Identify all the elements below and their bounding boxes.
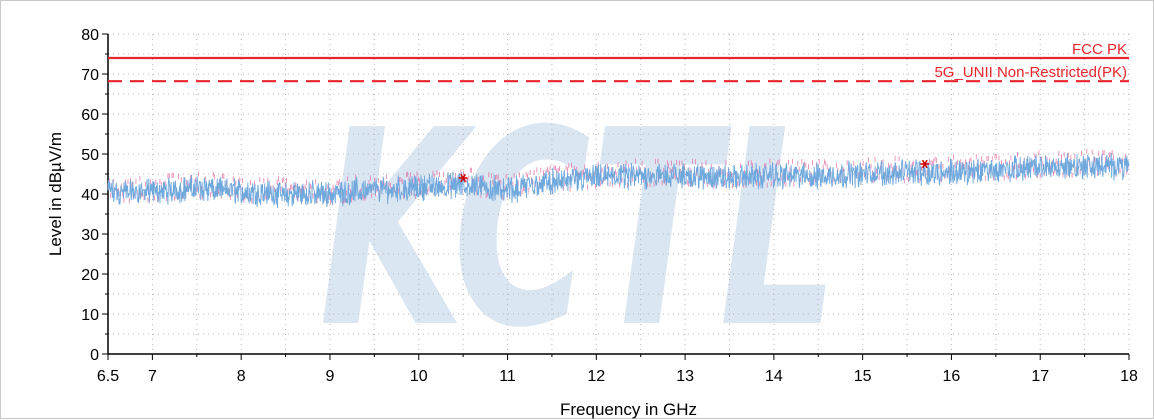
- y-tick-label: 20: [81, 267, 99, 284]
- x-tick-label: 13: [676, 368, 694, 385]
- x-tick-label: 14: [765, 368, 783, 385]
- x-tick-label: 10: [410, 368, 428, 385]
- series-trace: [107, 152, 1130, 208]
- x-tick-label: 15: [854, 368, 872, 385]
- x-tick-label: 9: [326, 368, 335, 385]
- y-tick-label: 50: [81, 147, 99, 164]
- peak-marker: [458, 173, 468, 183]
- x-tick-label: 6.5: [97, 368, 119, 385]
- x-tick-label: 12: [587, 368, 605, 385]
- x-tick-label: 11: [499, 368, 516, 385]
- y-tick-label: 80: [81, 27, 99, 44]
- y-tick-label: 60: [81, 107, 99, 124]
- y-tick-label: 0: [90, 347, 99, 364]
- x-tick-label: 8: [237, 368, 246, 385]
- y-tick-label: 40: [81, 187, 99, 204]
- watermark-logo: KCTL: [319, 72, 839, 387]
- y-tick-label: 70: [81, 67, 99, 84]
- x-tick-label: 18: [1120, 368, 1138, 385]
- x-tick-label: 17: [1031, 368, 1049, 385]
- y-tick-label: 30: [81, 227, 99, 244]
- y-tick-label: 10: [81, 307, 99, 324]
- y-axis-title: Level in dBµV/m: [46, 132, 65, 256]
- limit-label-2: 5G_UNII Non-Restricted(PK): [934, 64, 1127, 81]
- peak-marker: [920, 159, 930, 169]
- x-tick-label: 7: [148, 368, 157, 385]
- limit-label-1: FCC PK: [1072, 41, 1127, 58]
- x-axis-title: Frequency in GHz: [560, 400, 697, 419]
- x-tick-label: 16: [943, 368, 961, 385]
